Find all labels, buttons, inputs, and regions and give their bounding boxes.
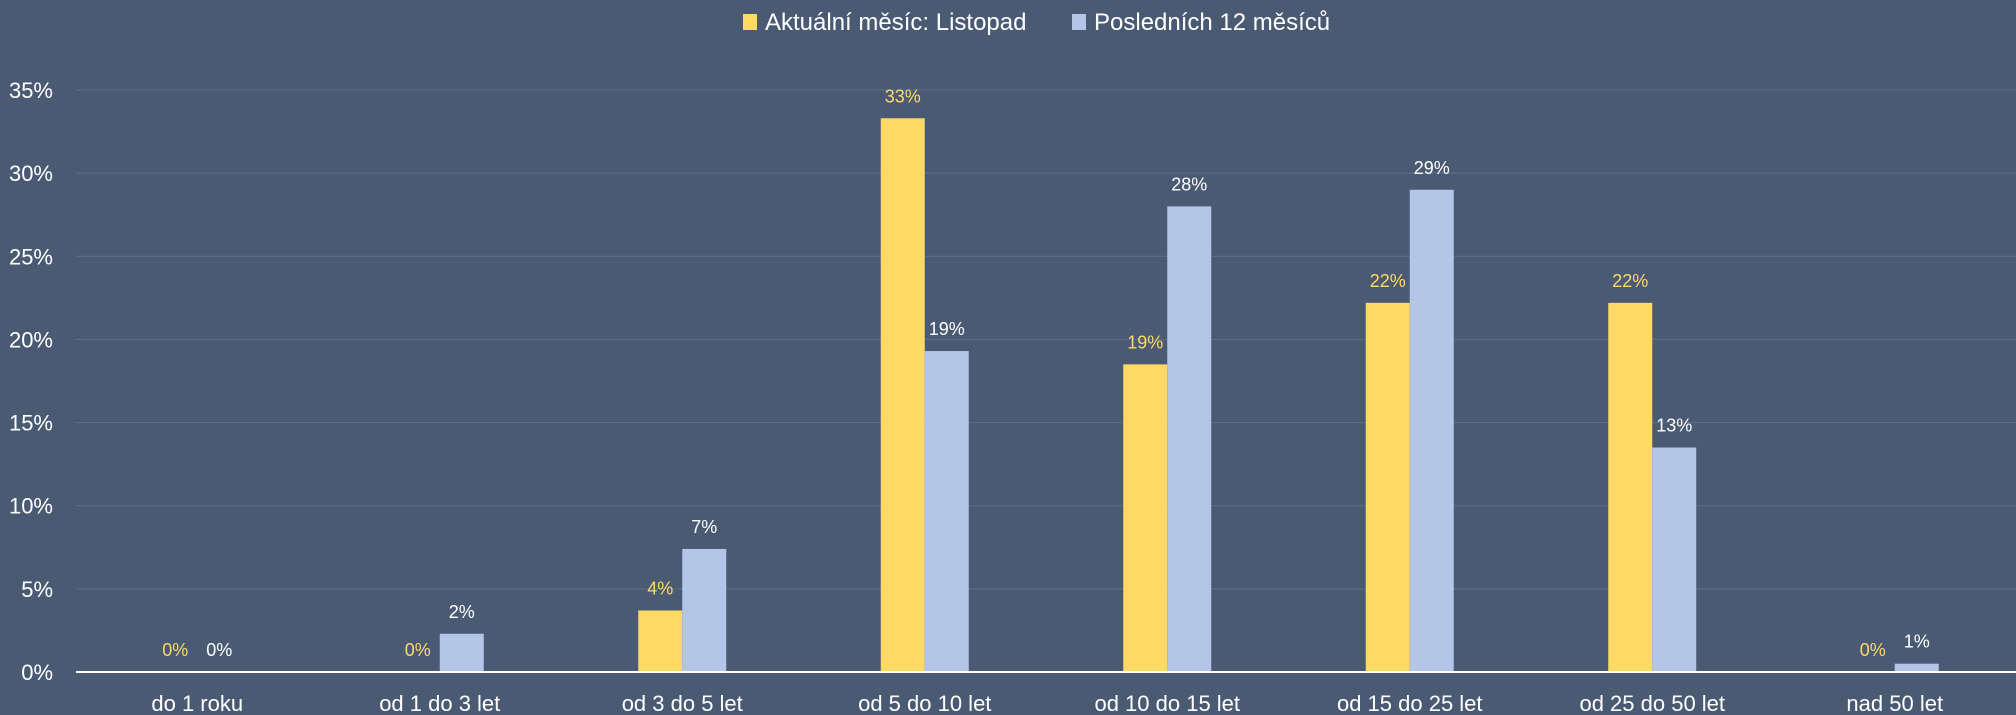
bar-last-12-months — [1652, 447, 1697, 672]
y-tick-label: 0% — [21, 660, 53, 685]
data-labels: 0% 0% 4% 33% 19% 22% 22% 0% 0% 2% 7% 19% 28% 29% 13% 1% — [162, 86, 1930, 660]
bar-last-12-months — [1167, 206, 1212, 672]
x-tick-label: od 1 do 3 let — [379, 691, 500, 715]
bar-current-month — [1365, 302, 1410, 672]
axes: 0% 5% 10% 15% 20% 25% 30% 35% do 1 roku od 1 do 3… — [9, 78, 2016, 715]
data-label: 7% — [691, 517, 717, 537]
data-label: 22% — [1370, 271, 1406, 291]
legend-label: Aktuální měsíc: Listopad — [765, 9, 1026, 36]
bar-last-12-months — [439, 633, 484, 672]
data-label: 19% — [1127, 332, 1163, 352]
x-tick-label: od 15 do 25 let — [1337, 691, 1483, 715]
data-label: 0% — [206, 640, 232, 660]
bar-current-month — [1123, 364, 1168, 672]
bars — [439, 118, 1939, 673]
legend-swatch — [1072, 14, 1086, 30]
bar-current-month — [638, 610, 683, 672]
y-tick-label: 25% — [9, 244, 53, 269]
data-label: 13% — [1656, 416, 1692, 436]
data-label: 0% — [1860, 640, 1886, 660]
bar-current-month — [880, 118, 925, 673]
gridlines — [76, 89, 2016, 590]
bar-current-month — [1608, 302, 1653, 672]
data-label: 29% — [1414, 158, 1450, 178]
data-label: 22% — [1612, 271, 1648, 291]
x-tick-label: od 10 do 15 let — [1094, 691, 1240, 715]
y-tick-label: 10% — [9, 494, 53, 519]
y-tick-label: 5% — [21, 577, 53, 602]
bar-last-12-months — [682, 548, 727, 672]
data-label: 19% — [929, 319, 965, 339]
x-tick-label: nad 50 let — [1846, 691, 1943, 715]
data-label: 28% — [1171, 174, 1207, 194]
x-tick-label: do 1 roku — [151, 691, 243, 715]
data-label: 1% — [1904, 632, 1930, 652]
data-label: 4% — [647, 578, 673, 598]
data-label: 33% — [885, 86, 921, 106]
data-label: 0% — [405, 640, 431, 660]
data-label: 2% — [449, 602, 475, 622]
y-tick-label: 35% — [9, 78, 53, 103]
data-label: 0% — [162, 640, 188, 660]
y-tick-label: 30% — [9, 161, 53, 186]
legend-swatch — [743, 14, 757, 30]
x-tick-label: od 25 do 50 let — [1579, 691, 1725, 715]
y-tick-label: 15% — [9, 411, 53, 436]
bar-last-12-months — [924, 351, 969, 672]
y-tick-label: 20% — [9, 327, 53, 352]
legend-label: Posledních 12 měsíců — [1094, 9, 1330, 36]
x-tick-label: od 3 do 5 let — [622, 691, 743, 715]
bar-last-12-months — [1409, 189, 1454, 672]
x-tick-label: od 5 do 10 let — [858, 691, 991, 715]
bar-last-12-months — [1894, 663, 1939, 672]
legend: Aktuální měsíc: Listopad Posledních 12 mě… — [743, 9, 1330, 36]
